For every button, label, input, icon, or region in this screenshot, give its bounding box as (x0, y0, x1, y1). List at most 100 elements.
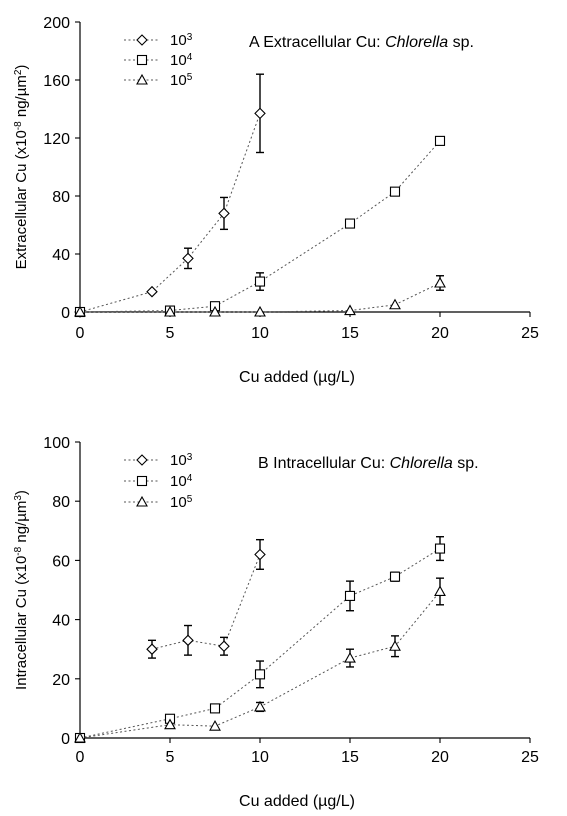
series-diamond (74, 73, 266, 318)
data-point-diamond (254, 107, 266, 120)
data-point-triangle (344, 651, 356, 663)
y-axis-title-exponent: -8 (13, 546, 24, 555)
y-axis-title-unit-exponent: 2 (13, 69, 24, 75)
x-tick-label: 25 (521, 325, 539, 342)
legend-label-exponent: 4 (187, 52, 193, 63)
legend-label-exponent: 3 (187, 32, 193, 43)
y-tick-label: 200 (43, 15, 70, 32)
data-point-square (344, 218, 356, 229)
data-point-square (209, 703, 221, 714)
legend-entry-triangle: 105 (124, 72, 193, 90)
panel-title-species: Chlorella (390, 455, 453, 472)
data-point-triangle (209, 720, 221, 731)
x-axis-title: Cu added (µg/L) (239, 369, 355, 386)
panel-label: A (249, 34, 263, 51)
data-point-square (389, 571, 401, 582)
x-tick-label: 25 (521, 749, 539, 766)
legend-label-exponent: 5 (187, 494, 193, 505)
legend-label-exponent: 3 (187, 452, 193, 463)
data-point-square (254, 669, 266, 680)
y-axis-title: Extracellular Cu (x10-8 ng/µm2) (13, 65, 31, 270)
y-tick-label: 120 (43, 131, 70, 148)
legend-label: 104 (170, 473, 193, 491)
data-point-diamond (146, 285, 158, 298)
series-line (151, 554, 261, 650)
y-tick-label: 80 (52, 494, 70, 511)
data-point-triangle (74, 731, 86, 743)
data-point-triangle (254, 700, 266, 712)
legend-diamond-marker (136, 454, 148, 466)
data-point-square (344, 590, 356, 601)
x-axis-title: Cu added (µg/L) (239, 793, 355, 810)
y-tick-label: 40 (52, 613, 70, 630)
y-tick-label: 40 (52, 247, 70, 264)
legend-triangle-marker (136, 495, 148, 507)
legend-square-marker (136, 475, 148, 487)
data-point-diamond (218, 207, 230, 220)
legend-entry-square: 104 (124, 473, 193, 491)
data-point-square (254, 276, 266, 287)
panel-title-species: Chlorella (385, 34, 448, 51)
legend-label: 104 (170, 52, 193, 70)
legend-label-exponent: 5 (187, 72, 193, 83)
data-point-triangle (209, 305, 221, 317)
series-diamond (146, 538, 266, 659)
data-point-triangle (434, 276, 446, 288)
legend-entry-square: 104 (124, 52, 193, 70)
legend-label-exponent: 4 (187, 473, 193, 484)
y-tick-label: 80 (52, 189, 70, 206)
panel-title: A Extracellular Cu: Chlorella sp. (249, 34, 474, 51)
legend-label: 105 (170, 72, 193, 90)
y-axis-title-exponent: -8 (13, 121, 24, 130)
data-point-diamond (254, 548, 266, 561)
y-tick-label: 60 (52, 553, 70, 570)
data-point-diamond (146, 643, 158, 655)
x-tick-label: 5 (166, 325, 175, 342)
y-axis-title: Intracellular Cu (x10-8 ng/µm3) (13, 490, 31, 690)
data-point-triangle (254, 305, 266, 317)
x-tick-label: 10 (251, 749, 269, 766)
x-tick-label: 5 (166, 749, 175, 766)
y-tick-label: 0 (61, 731, 70, 748)
legend-entry-triangle: 105 (124, 494, 193, 512)
legend-entry-diamond: 103 (124, 452, 193, 470)
data-point-triangle (389, 298, 401, 310)
data-point-triangle (164, 305, 176, 317)
x-tick-label: 0 (76, 325, 85, 342)
series-square (74, 135, 446, 318)
series-triangle (74, 577, 446, 743)
data-point-diamond (182, 252, 194, 265)
data-point-diamond (182, 634, 194, 647)
x-tick-label: 0 (76, 749, 85, 766)
y-tick-label: 160 (43, 73, 70, 90)
legend-label: 105 (170, 494, 193, 512)
legend-entry-diamond: 103 (124, 32, 193, 50)
x-tick-label: 10 (251, 325, 269, 342)
series-triangle (74, 275, 446, 317)
series-line (79, 113, 261, 313)
panel-label: B (258, 455, 273, 472)
x-tick-label: 20 (431, 749, 449, 766)
legend-label: 103 (170, 32, 193, 50)
data-point-diamond (218, 640, 230, 653)
legend-label: 103 (170, 452, 193, 470)
legend-triangle-marker (136, 73, 148, 85)
data-point-triangle (434, 585, 446, 597)
data-point-square (389, 186, 401, 197)
x-tick-label: 20 (431, 325, 449, 342)
y-tick-label: 20 (52, 672, 70, 689)
y-tick-label: 0 (61, 305, 70, 322)
x-tick-label: 15 (341, 749, 359, 766)
x-tick-label: 15 (341, 325, 359, 342)
legend-diamond-marker (136, 34, 148, 46)
data-point-square (434, 135, 446, 146)
chart-panel-b: 0 20 40 60 80 100 0 5 10 15 20 25 Cu added (µg/L) Int… (13, 435, 540, 810)
legend-square-marker (136, 54, 148, 66)
data-point-triangle (74, 305, 86, 317)
data-point-square (434, 543, 446, 554)
data-point-triangle (389, 640, 401, 651)
y-tick-label: 100 (43, 435, 70, 452)
